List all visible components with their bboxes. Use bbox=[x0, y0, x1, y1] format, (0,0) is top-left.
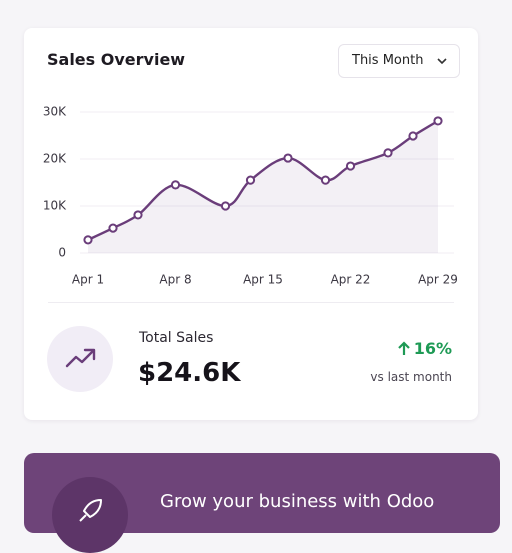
point bbox=[283, 153, 293, 163]
x-tick-label: Apr 8 bbox=[159, 273, 191, 287]
y-tick-label: 20K bbox=[43, 152, 67, 166]
period-dropdown[interactable]: This Month bbox=[338, 44, 460, 78]
x-tick-label: Apr 15 bbox=[243, 273, 283, 287]
sales-card: Sales Overview This Month 0 10K 20K 30K Apr … bbox=[24, 28, 478, 420]
rocket-icon bbox=[52, 477, 128, 553]
period-label: This Month bbox=[352, 53, 424, 68]
x-tick-label: Apr 29 bbox=[418, 273, 458, 287]
divider bbox=[48, 302, 454, 303]
area bbox=[88, 120, 438, 254]
y-tick-label: 10K bbox=[43, 199, 67, 213]
change-value: 16% bbox=[413, 339, 452, 358]
point bbox=[383, 148, 393, 158]
point bbox=[83, 235, 93, 245]
point bbox=[133, 210, 143, 220]
point bbox=[245, 175, 256, 185]
point bbox=[320, 175, 331, 185]
page: {"card": {"title": "Sales Overview", "pe… bbox=[24, 28, 500, 553]
point bbox=[108, 223, 118, 233]
banner-text: Grow your business with Odoo bbox=[160, 491, 435, 512]
point bbox=[220, 201, 231, 211]
comparison: vs last month bbox=[370, 370, 452, 384]
y-tick-label: 0 bbox=[58, 246, 66, 260]
card-title: Sales Overview bbox=[47, 50, 186, 69]
point bbox=[408, 131, 418, 141]
point bbox=[170, 180, 181, 190]
chevron bbox=[437, 58, 447, 65]
x-tick-label: Apr 22 bbox=[331, 273, 371, 287]
trend-icon bbox=[47, 326, 113, 392]
change: 16% bbox=[397, 339, 452, 358]
x-tick-label: Apr 1 bbox=[72, 273, 104, 287]
total-label: Total Sales bbox=[139, 330, 214, 346]
point bbox=[345, 161, 356, 171]
promo-banner[interactable]: Grow your business with Odoo bbox=[24, 453, 500, 553]
chart: 0 10K 20K 30K Apr 1 Apr 8 Apr 15 Apr 22 Apr 29 bbox=[43, 105, 458, 287]
total-value: $24.6K bbox=[138, 358, 241, 388]
point bbox=[433, 116, 443, 126]
y-tick-label: 30K bbox=[43, 105, 67, 119]
